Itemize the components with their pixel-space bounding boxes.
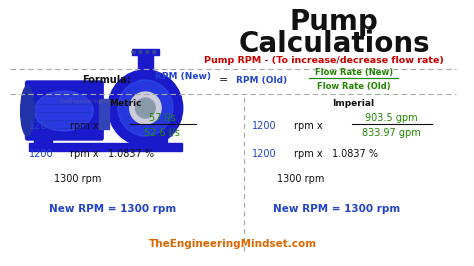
Bar xyxy=(99,99,109,129)
Bar xyxy=(96,99,104,117)
Text: 1.0837 %: 1.0837 % xyxy=(108,149,154,159)
Text: Metric: Metric xyxy=(109,98,142,107)
Bar xyxy=(102,101,110,115)
Circle shape xyxy=(130,92,161,124)
Circle shape xyxy=(139,51,142,53)
Text: 1200: 1200 xyxy=(29,149,54,159)
Text: 1200: 1200 xyxy=(253,121,277,131)
Ellipse shape xyxy=(35,91,93,131)
Circle shape xyxy=(108,70,183,146)
Bar xyxy=(149,138,167,143)
Bar xyxy=(35,138,52,143)
Text: New RPM = 1300 rpm: New RPM = 1300 rpm xyxy=(273,204,401,214)
Text: rpm x: rpm x xyxy=(293,149,322,159)
Circle shape xyxy=(132,51,135,53)
Text: 833.97 gpm: 833.97 gpm xyxy=(362,128,420,138)
Text: Flow Rate (Old): Flow Rate (Old) xyxy=(317,81,391,90)
Text: rpm x: rpm x xyxy=(70,149,98,159)
Text: 1300 rpm: 1300 rpm xyxy=(54,174,101,184)
Text: 903.5 gpm: 903.5 gpm xyxy=(365,113,417,123)
Text: rpm x: rpm x xyxy=(293,121,322,131)
Text: 1200: 1200 xyxy=(29,121,54,131)
Text: Pump: Pump xyxy=(290,8,378,36)
Text: 57 l/s: 57 l/s xyxy=(149,113,175,123)
Text: Calculations: Calculations xyxy=(238,30,430,58)
Text: 52.6 l/s: 52.6 l/s xyxy=(144,128,180,138)
Text: New RPM = 1300 rpm: New RPM = 1300 rpm xyxy=(49,204,176,214)
Text: RPM (Old): RPM (Old) xyxy=(236,76,287,85)
Bar xyxy=(29,143,182,151)
Bar xyxy=(132,49,159,55)
Text: rpm x: rpm x xyxy=(70,121,98,131)
Text: Imperial: Imperial xyxy=(333,98,375,107)
Ellipse shape xyxy=(21,86,35,136)
Circle shape xyxy=(118,80,173,136)
Circle shape xyxy=(146,51,149,53)
Text: Pump RPM - (To increase/decrease flow rate): Pump RPM - (To increase/decrease flow ra… xyxy=(204,56,444,65)
Bar xyxy=(137,51,153,73)
FancyBboxPatch shape xyxy=(26,81,103,140)
Text: Flow Rate (New): Flow Rate (New) xyxy=(315,69,393,77)
Text: =: = xyxy=(219,75,228,85)
Circle shape xyxy=(153,51,156,53)
Text: 1300 rpm: 1300 rpm xyxy=(277,174,324,184)
Text: RPM (New): RPM (New) xyxy=(155,72,211,81)
Text: 1200: 1200 xyxy=(253,149,277,159)
Text: Formula:: Formula: xyxy=(82,75,130,85)
Text: TheEngineeringMindset.com: TheEngineeringMindset.com xyxy=(149,239,317,249)
Text: TheEngineeringMindset.com: TheEngineeringMindset.com xyxy=(59,98,137,103)
Circle shape xyxy=(136,98,155,118)
Text: 1.0837 %: 1.0837 % xyxy=(332,149,378,159)
